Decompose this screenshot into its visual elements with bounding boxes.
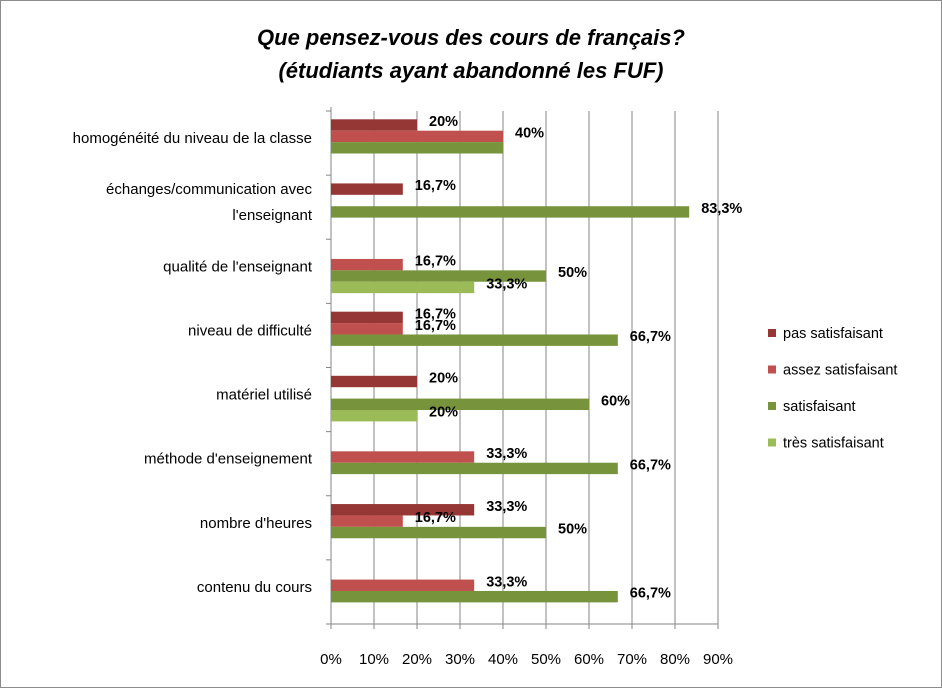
- legend-swatch: [768, 329, 776, 337]
- data-label: 16,7%: [415, 510, 456, 526]
- data-label: 33,3%: [486, 499, 527, 515]
- category-label: l'enseignant: [232, 207, 312, 224]
- data-label: 50%: [558, 265, 587, 281]
- bar-pas-satisfaisant: [331, 504, 475, 516]
- bar-pas-satisfaisant: [331, 119, 417, 131]
- bar-satisfaisant: [331, 142, 503, 154]
- data-label: 66,7%: [630, 586, 671, 602]
- data-label: 66,7%: [630, 329, 671, 345]
- legend-entry: très satisfaisant: [783, 436, 884, 452]
- bar-satisfaisant: [331, 590, 618, 603]
- bar-très-satisfaisant: [331, 410, 417, 422]
- x-tick-label: 80%: [660, 651, 690, 668]
- data-label: 40%: [515, 125, 544, 141]
- legend-swatch: [768, 438, 776, 447]
- category-label: qualité de l'enseignant: [163, 258, 313, 275]
- chart-title-line-2: (étudiants ayant abandonné les FUF): [278, 58, 663, 83]
- data-label: 33,3%: [486, 276, 527, 292]
- bar-assez-satisfaisant: [331, 323, 403, 335]
- legend-entry: satisfaisant: [783, 399, 856, 415]
- bar-satisfaisant: [331, 462, 618, 475]
- x-tick-label: 70%: [617, 651, 647, 668]
- bar-assez-satisfaisant: [331, 515, 403, 527]
- category-label: nombre d'heures: [200, 515, 312, 532]
- bar-assez-satisfaisant: [331, 451, 475, 463]
- data-label: 60%: [601, 393, 630, 409]
- chart-title-line-1: Que pensez-vous des cours de français?: [257, 25, 685, 50]
- category-label: échanges/communication avec: [106, 181, 312, 198]
- data-label: 20%: [429, 371, 458, 387]
- data-label: 16,7%: [415, 254, 456, 270]
- bar-satisfaisant: [331, 206, 690, 218]
- data-label: 20%: [429, 114, 458, 130]
- data-label: 83,3%: [701, 201, 742, 217]
- bar-très-satisfaisant: [331, 281, 475, 294]
- data-label: 33,3%: [486, 446, 527, 462]
- category-label: niveau de difficulté: [188, 322, 312, 339]
- x-tick-label: 40%: [488, 651, 518, 668]
- data-label: 33,3%: [486, 574, 527, 590]
- category-label: contenu du cours: [197, 579, 312, 596]
- x-tick-label: 30%: [445, 651, 475, 668]
- bar-assez-satisfaisant: [331, 579, 475, 591]
- legend-entry: pas satisfaisant: [783, 326, 883, 342]
- data-label: 50%: [558, 522, 587, 538]
- bar-assez-satisfaisant: [331, 258, 403, 271]
- category-label: matériel utilisé: [216, 387, 312, 404]
- category-label: homogénéité du niveau de la classe: [73, 130, 312, 147]
- data-label: 16,7%: [415, 178, 456, 194]
- x-tick-label: 60%: [574, 651, 604, 668]
- data-label: 20%: [429, 405, 458, 421]
- legend-entry: assez satisfaisant: [783, 363, 897, 379]
- legend-swatch: [768, 365, 776, 374]
- data-label: 16,7%: [415, 306, 456, 322]
- bar-satisfaisant: [331, 398, 589, 410]
- bar-satisfaisant: [331, 334, 618, 346]
- x-tick-label: 20%: [402, 651, 432, 668]
- x-tick-label: 10%: [359, 651, 389, 668]
- x-tick-label: 90%: [703, 651, 733, 668]
- bar-assez-satisfaisant: [331, 130, 503, 143]
- bar-satisfaisant: [331, 270, 546, 282]
- x-tick-label: 0%: [320, 651, 342, 668]
- bar-pas-satisfaisant: [331, 375, 417, 388]
- bar-satisfaisant: [331, 526, 546, 539]
- x-tick-label: 50%: [531, 651, 561, 668]
- data-label: 16,7%: [415, 318, 456, 334]
- data-label: 66,7%: [630, 457, 671, 473]
- category-label: méthode d'enseignement: [144, 451, 313, 468]
- legend-swatch: [768, 402, 776, 410]
- bar-pas-satisfaisant: [331, 183, 403, 195]
- bar-pas-satisfaisant: [331, 311, 403, 324]
